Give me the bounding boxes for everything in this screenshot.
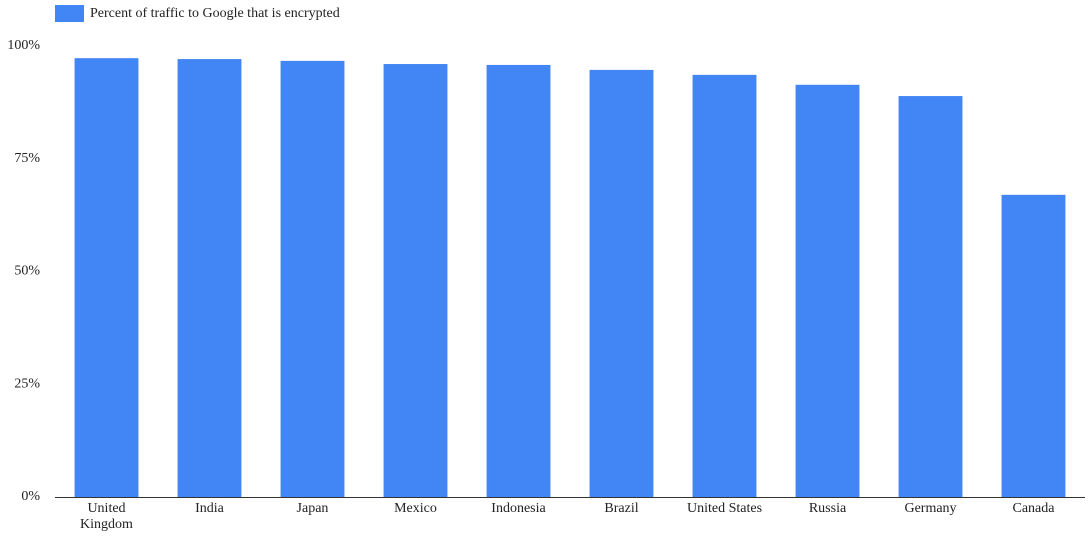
x-tick-label: Mexico <box>394 501 437 516</box>
bar <box>486 64 551 497</box>
x-tick-label: Brazil <box>604 501 639 516</box>
bar <box>383 64 448 497</box>
x-tick-label: Canada <box>1012 501 1055 516</box>
legend-swatch <box>55 5 84 22</box>
y-tick-label: 75% <box>14 151 40 166</box>
x-tick-label: Japan <box>296 501 329 516</box>
y-tick-label: 50% <box>14 264 40 279</box>
bar <box>795 84 860 497</box>
y-tick-label: 25% <box>14 376 40 391</box>
bar <box>1001 194 1066 497</box>
legend-label: Percent of traffic to Google that is enc… <box>90 6 340 21</box>
bar <box>898 96 963 497</box>
x-tick-label: Germany <box>904 501 957 516</box>
x-tick-label: United Kingdom <box>80 501 133 532</box>
x-tick-label: United States <box>686 501 763 516</box>
bar <box>74 58 139 497</box>
x-tick-label: Russia <box>808 501 847 516</box>
bar <box>280 60 345 498</box>
y-tick-label: 0% <box>21 489 40 504</box>
bar <box>177 59 242 497</box>
y-tick-label: 100% <box>7 38 40 53</box>
bar <box>589 69 654 497</box>
x-tick-label: India <box>195 501 224 516</box>
x-tick-label: Indonesia <box>491 501 546 516</box>
bar <box>692 74 757 497</box>
